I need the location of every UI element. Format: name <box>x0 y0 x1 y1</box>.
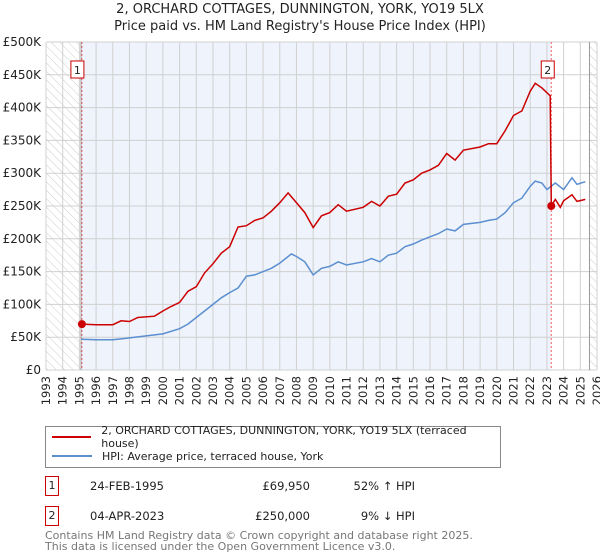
y-tick-label: £0 <box>26 363 41 377</box>
x-tick-label: 2006 <box>256 376 270 405</box>
y-tick-label: £500K <box>3 35 43 49</box>
footer-line2: This data is licensed under the Open Gov… <box>45 540 396 553</box>
series-property-line <box>81 82 586 326</box>
x-tick-label: 2016 <box>423 376 437 405</box>
footer-line1: Contains HM Land Registry data © Crown c… <box>45 529 473 542</box>
x-tick-label: 2007 <box>273 376 287 405</box>
x-tick-label: 2003 <box>206 376 220 405</box>
sale-point-2 <box>547 202 556 210</box>
sale-marker: 2 <box>45 506 59 526</box>
sale-label-2: 2 <box>544 64 551 77</box>
x-tick-label: 2002 <box>189 376 203 405</box>
sale-point-1 <box>77 320 86 329</box>
x-tick-label: 2012 <box>356 376 370 405</box>
y-tick-label: £250K <box>3 199 43 213</box>
x-tick-label: 2022 <box>523 376 537 405</box>
chart-title-line2: Price paid vs. HM Land Registry's House … <box>114 19 486 34</box>
x-tick-label: 2008 <box>289 376 303 405</box>
x-tick-label: 2023 <box>540 376 554 405</box>
x-tick-label: 1999 <box>139 376 153 405</box>
x-tick-label: 2019 <box>473 376 487 405</box>
x-tick-label: 2000 <box>156 376 170 405</box>
x-tick-label: 2021 <box>507 376 521 405</box>
sale-hpi: 52% ↑ HPI <box>353 479 415 493</box>
x-tick-label: 2020 <box>490 376 504 405</box>
sale-date: 24-FEB-1995 <box>90 479 164 493</box>
y-tick-label: £350K <box>3 133 43 147</box>
x-tick-label: 2018 <box>456 376 470 405</box>
legend: 2, ORCHARD COTTAGES, DUNNINGTON, YORK, Y… <box>45 424 501 468</box>
sale-price: £250,000 <box>255 509 310 523</box>
x-tick-label: 2014 <box>390 376 404 405</box>
x-tick-label: 2005 <box>239 376 253 405</box>
price-chart: 1993 1994 1995 1996 1997 1998 1999 2000 2001 2002… <box>3 35 600 405</box>
x-tick-label: 2009 <box>306 376 320 405</box>
legend-swatch-property <box>52 436 92 438</box>
x-tick-label: 2010 <box>323 376 337 405</box>
sale-marker: 1 <box>45 476 59 496</box>
legend-property: 2, ORCHARD COTTAGES, DUNNINGTON, YORK, Y… <box>101 424 467 450</box>
x-tick-label: 1993 <box>39 376 53 405</box>
x-tick-label: 1994 <box>56 376 70 405</box>
x-tick-label: 2015 <box>406 376 420 405</box>
y-tick-label: £100K <box>3 297 43 311</box>
x-tick-label: 2011 <box>340 376 354 405</box>
x-tick-label: 2013 <box>373 376 387 405</box>
y-tick-label: £150K <box>3 265 43 279</box>
x-tick-label: 1995 <box>72 376 86 405</box>
x-tick-label: 2026 <box>590 376 600 405</box>
series-hpi-line <box>81 176 586 341</box>
x-tick-label: 2017 <box>440 376 454 405</box>
chart-title-line1: 2, ORCHARD COTTAGES, DUNNINGTON, YORK, Y… <box>116 2 484 17</box>
sale-date: 04-APR-2023 <box>90 509 165 523</box>
x-tick-label: 1998 <box>122 376 136 405</box>
x-tick-label: 2001 <box>173 376 187 405</box>
y-tick-label: £50K <box>10 330 42 344</box>
sale-label-box-2 <box>540 60 555 79</box>
x-tick-label: 2004 <box>223 376 237 405</box>
sale-hpi: 9% ↓ HPI <box>360 509 415 523</box>
y-tick-label: £300K <box>3 166 43 180</box>
y-tick-label: £450K <box>3 68 43 82</box>
legend-hpi: HPI: Average price, terraced house, York <box>102 449 324 463</box>
x-tick-label: 2024 <box>557 376 571 405</box>
x-tick-label: 1996 <box>89 376 103 405</box>
sale-price: £69,950 <box>262 479 310 493</box>
legend-swatch-hpi <box>52 455 92 457</box>
x-tick-label: 2025 <box>573 376 587 405</box>
x-tick-label: 1997 <box>106 376 120 405</box>
sale-label-box-1 <box>70 60 85 79</box>
sale-label-1: 1 <box>74 64 81 77</box>
y-tick-label: £400K <box>3 101 43 115</box>
y-tick-label: £200K <box>3 232 43 246</box>
